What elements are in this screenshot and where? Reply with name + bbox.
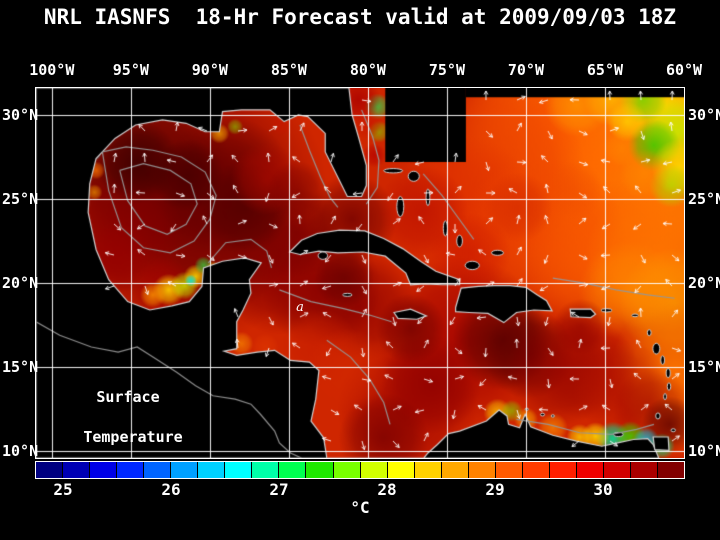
- lat-tick-label-left: 20°N: [2, 274, 39, 293]
- colorbar-segment: [495, 462, 523, 478]
- colorbar-tick-label: 26: [161, 480, 181, 499]
- colorbar-segment: [576, 462, 604, 478]
- lat-tick-label-right: 25°N: [688, 190, 720, 208]
- lat-tick-label-left: 30°N: [2, 105, 39, 124]
- colorbar-segment: [90, 462, 118, 478]
- colorbar-segment: [658, 462, 685, 478]
- lon-tick-label: 95°W: [112, 61, 149, 79]
- colorbar-segment: [144, 462, 172, 478]
- colorbar-tick-label: 25: [53, 480, 73, 499]
- colorbar-segment: [468, 462, 496, 478]
- lon-tick-label: 70°W: [507, 61, 544, 79]
- colorbar-segment: [387, 462, 415, 478]
- temperature-label: Temperature: [83, 428, 183, 446]
- lon-tick-label: 75°W: [428, 61, 465, 79]
- lat-tick-label-right: 20°N: [688, 274, 720, 293]
- colorbar-segment: [441, 462, 469, 478]
- colorbar-segment: [63, 462, 91, 478]
- colorbar-segment: [171, 462, 199, 478]
- colorbar-segment: [306, 462, 334, 478]
- page-title: NRL IASNFS 18-Hr Forecast valid at 2009/…: [43, 5, 677, 29]
- colorbar-segment: [225, 462, 253, 478]
- lat-tick-label-left: 15°N: [2, 358, 39, 377]
- colorbar-segment: [198, 462, 226, 478]
- map-plot-area: [35, 87, 685, 459]
- colorbar-segment: [549, 462, 577, 478]
- colorbar-segment: [414, 462, 442, 478]
- lon-tick-label: 85°W: [270, 61, 307, 79]
- lon-tick-label: 80°W: [349, 61, 386, 79]
- lon-tick-label: 100°W: [29, 61, 75, 79]
- lat-tick-label-left: 10°N: [2, 442, 39, 461]
- colorbar-segment: [522, 462, 550, 478]
- lat-tick-label-left: 25°N: [2, 190, 39, 208]
- colorbar-segment: [36, 462, 64, 478]
- lon-tick-label: 60°W: [665, 61, 703, 79]
- temperature-colorbar: [35, 461, 685, 479]
- colorbar-tick-label: 27: [269, 480, 289, 499]
- station-annotation: a: [296, 300, 304, 315]
- colorbar-segment: [603, 462, 632, 478]
- lat-tick-label-right: 30°N: [688, 105, 720, 124]
- colorbar-segment: [117, 462, 145, 478]
- colorbar-segment: [252, 462, 280, 478]
- colorbar-segment: [333, 462, 361, 478]
- colorbar-unit-label: °C: [350, 498, 370, 517]
- colorbar-segment: [360, 462, 388, 478]
- colorbar-segment: [631, 462, 659, 478]
- lon-tick-label: 90°W: [191, 61, 228, 79]
- lon-tick-label: 65°W: [586, 61, 624, 79]
- colorbar-segment: [279, 462, 307, 478]
- lat-tick-label-right: 10°N: [688, 442, 720, 461]
- lat-tick-label-right: 15°N: [688, 358, 720, 377]
- colorbar-tick-label: 29: [485, 480, 505, 499]
- colorbar-tick-label: 30: [593, 480, 613, 499]
- sst-map-canvas: [36, 88, 684, 458]
- colorbar-tick-label: 28: [377, 480, 397, 499]
- surface-label: Surface: [96, 388, 160, 406]
